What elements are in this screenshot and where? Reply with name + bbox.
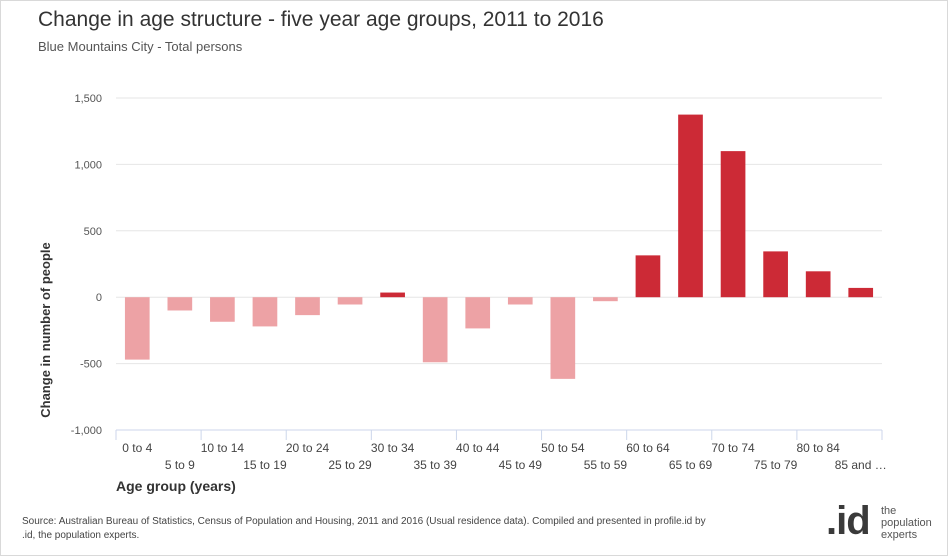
bar <box>465 297 491 329</box>
x-tick-label: 20 to 24 <box>286 441 330 455</box>
x-tick-label: 45 to 49 <box>499 458 543 472</box>
x-tick-label: 5 to 9 <box>165 458 195 472</box>
bar <box>210 297 235 322</box>
x-tick-label: 60 to 64 <box>626 441 670 455</box>
y-tick-label: 1,500 <box>74 93 102 105</box>
id-logo: .id the population experts <box>826 499 946 547</box>
x-axis-label: Age group (years) <box>116 478 236 494</box>
x-tick-label: 70 to 74 <box>711 441 755 455</box>
bar <box>550 297 576 379</box>
bar <box>763 251 788 298</box>
logo-line-3: experts <box>881 529 918 541</box>
y-axis-ticks: -1,000 -500 0 500 1,000 1,500 <box>71 93 102 437</box>
x-tick-label: 85 and … <box>835 458 887 472</box>
bar-chart: -1,000 -500 0 500 1,000 1,500 0 to 4 5 to 9 10 … <box>38 93 887 494</box>
y-tick-label: 1,000 <box>74 159 102 171</box>
logo-line-2: population <box>881 517 932 529</box>
bar <box>593 297 618 302</box>
bar <box>337 297 363 305</box>
x-tick-label: 55 to 59 <box>584 458 628 472</box>
y-axis-label: Change in number of people <box>38 242 53 418</box>
y-tick-label: -1,000 <box>71 425 102 437</box>
bar <box>380 292 405 298</box>
y-tick-label: -500 <box>80 359 102 371</box>
logo-mark: .id <box>826 499 871 543</box>
x-tick-label: 15 to 19 <box>243 458 287 472</box>
chart-subtitle: Blue Mountains City - Total persons <box>38 39 243 54</box>
logo-line-1: the <box>881 505 897 517</box>
x-tick-label: 40 to 44 <box>456 441 500 455</box>
x-tick-label: 30 to 34 <box>371 441 415 455</box>
bar <box>167 297 193 311</box>
bar <box>678 114 703 298</box>
bar <box>295 297 320 316</box>
x-tick-label: 25 to 29 <box>328 458 372 472</box>
x-tick-label: 80 to 84 <box>796 441 840 455</box>
bar <box>848 287 874 298</box>
x-tick-label: 10 to 14 <box>201 441 245 455</box>
bar <box>422 297 448 363</box>
x-tick-label: 50 to 54 <box>541 441 585 455</box>
bar <box>635 255 661 298</box>
chart-title: Change in age structure - five year age … <box>38 8 604 31</box>
bar <box>252 297 278 327</box>
x-tick-label: 65 to 69 <box>669 458 713 472</box>
x-tick-label: 0 to 4 <box>122 441 152 455</box>
x-tick-label: 75 to 79 <box>754 458 798 472</box>
y-tick-label: 500 <box>84 226 102 238</box>
x-axis: 0 to 4 5 to 9 10 to 14 15 to 19 20 to 24 25 t… <box>115 429 887 472</box>
bars <box>124 114 874 379</box>
bar <box>507 297 533 305</box>
y-tick-label: 0 <box>96 292 102 304</box>
bar <box>124 297 150 360</box>
bar <box>805 271 831 298</box>
bar <box>720 151 746 298</box>
source-note: Source: Australian Bureau of Statistics,… <box>22 516 706 541</box>
x-tick-label: 35 to 39 <box>413 458 457 472</box>
